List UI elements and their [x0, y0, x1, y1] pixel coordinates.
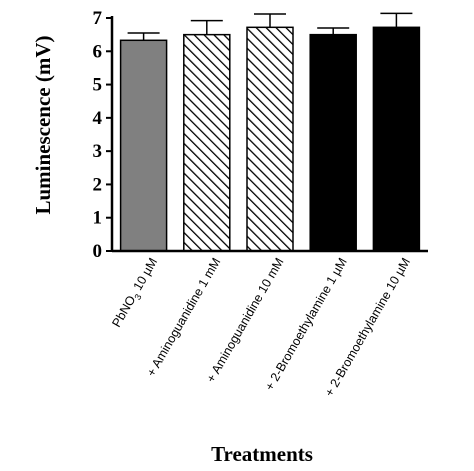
x-axis-title: Treatments — [211, 442, 313, 466]
bars — [119, 26, 421, 252]
y-axis-title: Luminescence (mV) — [31, 35, 55, 214]
bar-1 — [119, 39, 168, 252]
y-tick-label: 1 — [93, 208, 103, 229]
axes — [110, 16, 428, 253]
x-axis-labels: PbNO3 10 µM+ Aminoguanidine 1 mM+ Aminog… — [109, 256, 413, 400]
y-tick-label: 6 — [93, 41, 103, 62]
y-tick-label: 7 — [93, 8, 103, 29]
y-tick-label: 2 — [93, 174, 103, 195]
y-tick-label: 4 — [93, 108, 103, 129]
error-bars — [127, 12, 413, 41]
x-tick-label-1: PbNO3 10 µM — [109, 256, 162, 332]
y-tick-label: 3 — [93, 141, 103, 162]
x-tick-label-2: + Aminoguanidine 1 mM — [144, 256, 223, 379]
bar-5 — [372, 26, 421, 252]
y-axis: 0 1 2 3 4 5 6 7 — [93, 8, 112, 262]
bar-2 — [183, 33, 231, 252]
bar-3 — [246, 26, 294, 252]
bar-4 — [309, 33, 357, 252]
y-tick-label: 5 — [93, 75, 103, 96]
y-tick-label: 0 — [93, 241, 103, 262]
